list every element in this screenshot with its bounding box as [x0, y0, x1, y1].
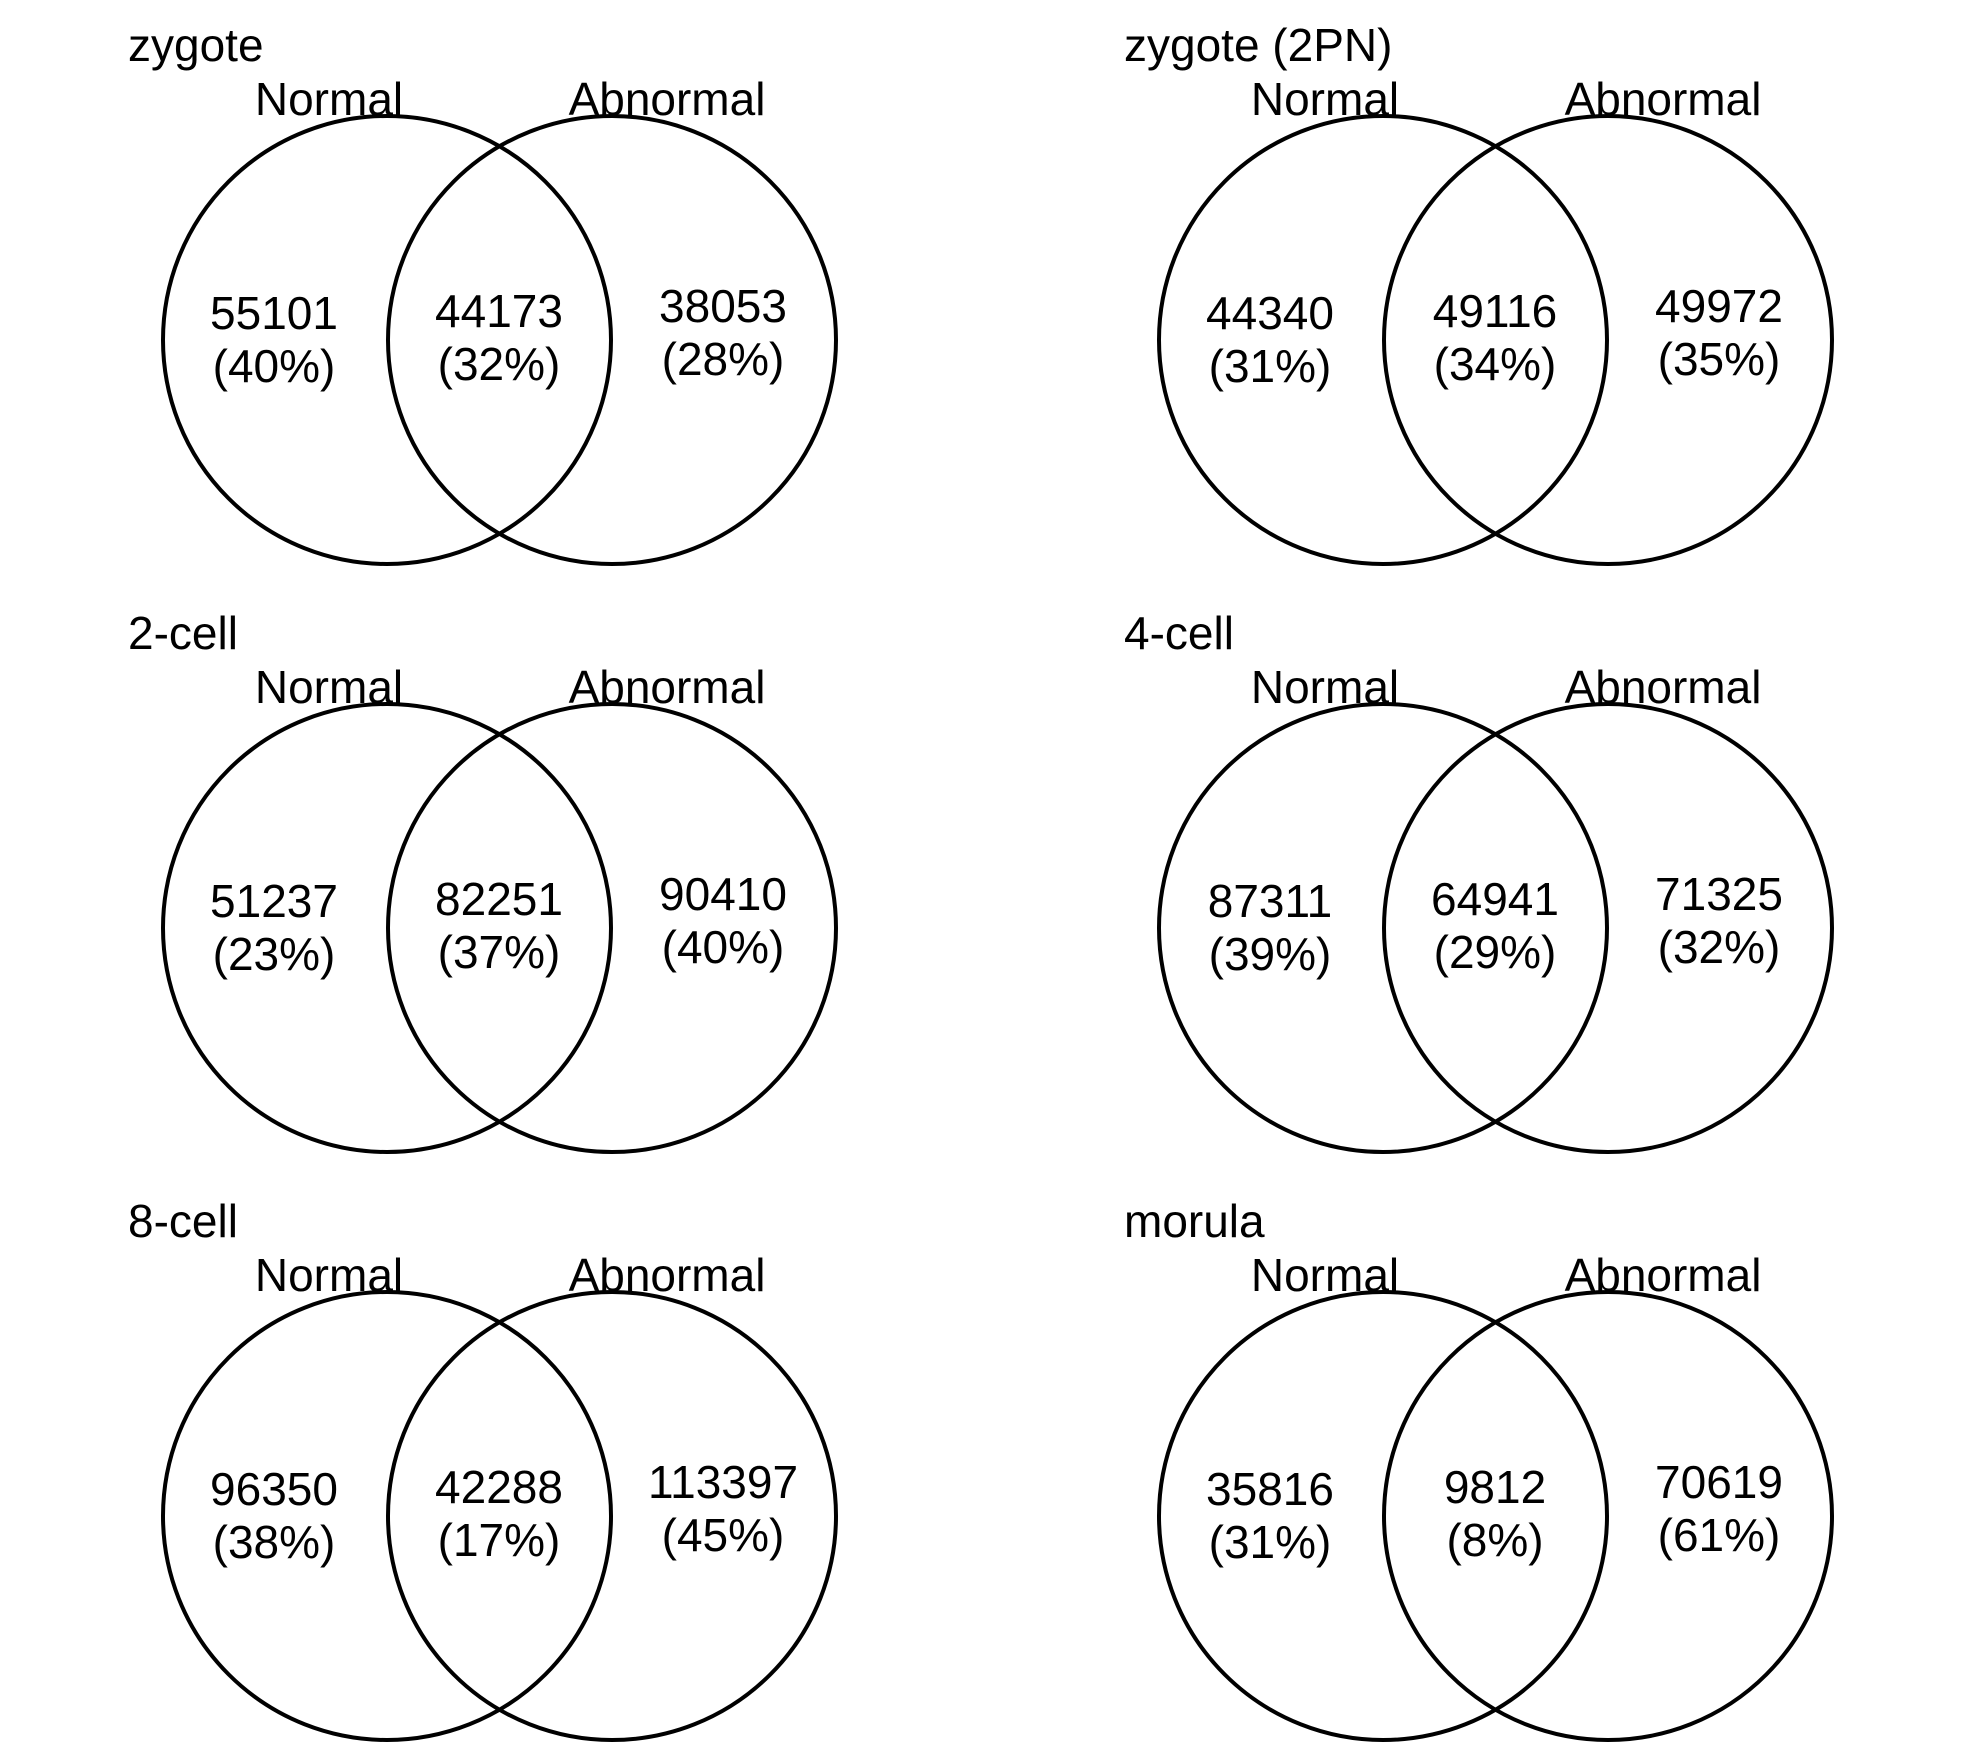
region-count-overlap: 64941 — [1431, 873, 1559, 925]
venn-circle-abnormal — [1382, 702, 1834, 1154]
region-percent-normal-only: (31%) — [1209, 340, 1332, 392]
region-percent-abnormal-only: (32%) — [1658, 921, 1781, 973]
region-count-abnormal-only: 70619 — [1655, 1456, 1783, 1508]
region-count-normal-only: 96350 — [210, 1463, 338, 1515]
region-count-abnormal-only: 38053 — [659, 280, 787, 332]
panel-title: 2-cell — [128, 607, 238, 659]
region-percent-overlap: (8%) — [1446, 1514, 1543, 1566]
venn-circle-normal — [1157, 114, 1609, 566]
region-percent-overlap: (34%) — [1434, 338, 1557, 390]
region-percent-normal-only: (39%) — [1209, 928, 1332, 980]
region-percent-overlap: (29%) — [1434, 926, 1557, 978]
panel-title: zygote (2PN) — [1124, 19, 1392, 71]
region-percent-abnormal-only: (28%) — [662, 333, 785, 385]
venn-circle-abnormal — [386, 702, 838, 1154]
region-count-abnormal-only: 90410 — [659, 868, 787, 920]
venn-circle-abnormal — [386, 1290, 838, 1742]
venn-panel-2: zygote (2PN)Normal Abnormal44340(31%)4911… — [1124, 19, 1834, 566]
region-percent-abnormal-only: (45%) — [662, 1509, 785, 1561]
region-count-abnormal-only: 49972 — [1655, 280, 1783, 332]
region-percent-normal-only: (38%) — [213, 1516, 336, 1568]
region-count-abnormal-only: 113397 — [648, 1456, 798, 1508]
region-percent-normal-only: (31%) — [1209, 1516, 1332, 1568]
venn-circle-normal — [161, 114, 613, 566]
region-percent-overlap: (17%) — [438, 1514, 561, 1566]
venn-circle-normal — [1157, 702, 1609, 1154]
panel-title: 4-cell — [1124, 607, 1234, 659]
region-percent-abnormal-only: (40%) — [662, 921, 785, 973]
panel-title: zygote — [128, 19, 264, 71]
region-count-overlap: 44173 — [435, 285, 563, 337]
region-percent-abnormal-only: (61%) — [1658, 1509, 1781, 1561]
region-count-abnormal-only: 71325 — [1655, 868, 1783, 920]
region-count-normal-only: 55101 — [210, 287, 338, 339]
venn-circle-abnormal — [1382, 114, 1834, 566]
region-count-normal-only: 44340 — [1206, 287, 1334, 339]
region-count-overlap: 42288 — [435, 1461, 563, 1513]
venn-circle-normal — [161, 1290, 613, 1742]
venn-circle-normal — [161, 702, 613, 1154]
region-count-overlap: 9812 — [1444, 1461, 1546, 1513]
panel-title: morula — [1124, 1195, 1265, 1247]
region-count-normal-only: 51237 — [210, 875, 338, 927]
region-percent-normal-only: (40%) — [213, 340, 336, 392]
region-count-normal-only: 35816 — [1206, 1463, 1334, 1515]
region-percent-abnormal-only: (35%) — [1658, 333, 1781, 385]
panel-title: 8-cell — [128, 1195, 238, 1247]
region-percent-overlap: (32%) — [438, 338, 561, 390]
venn-circle-normal — [1157, 1290, 1609, 1742]
region-count-overlap: 82251 — [435, 873, 563, 925]
venn-circle-abnormal — [386, 114, 838, 566]
venn-circle-abnormal — [1382, 1290, 1834, 1742]
region-count-normal-only: 87311 — [1208, 875, 1333, 927]
region-percent-overlap: (37%) — [438, 926, 561, 978]
region-percent-normal-only: (23%) — [213, 928, 336, 980]
region-count-overlap: 49116 — [1433, 285, 1558, 337]
